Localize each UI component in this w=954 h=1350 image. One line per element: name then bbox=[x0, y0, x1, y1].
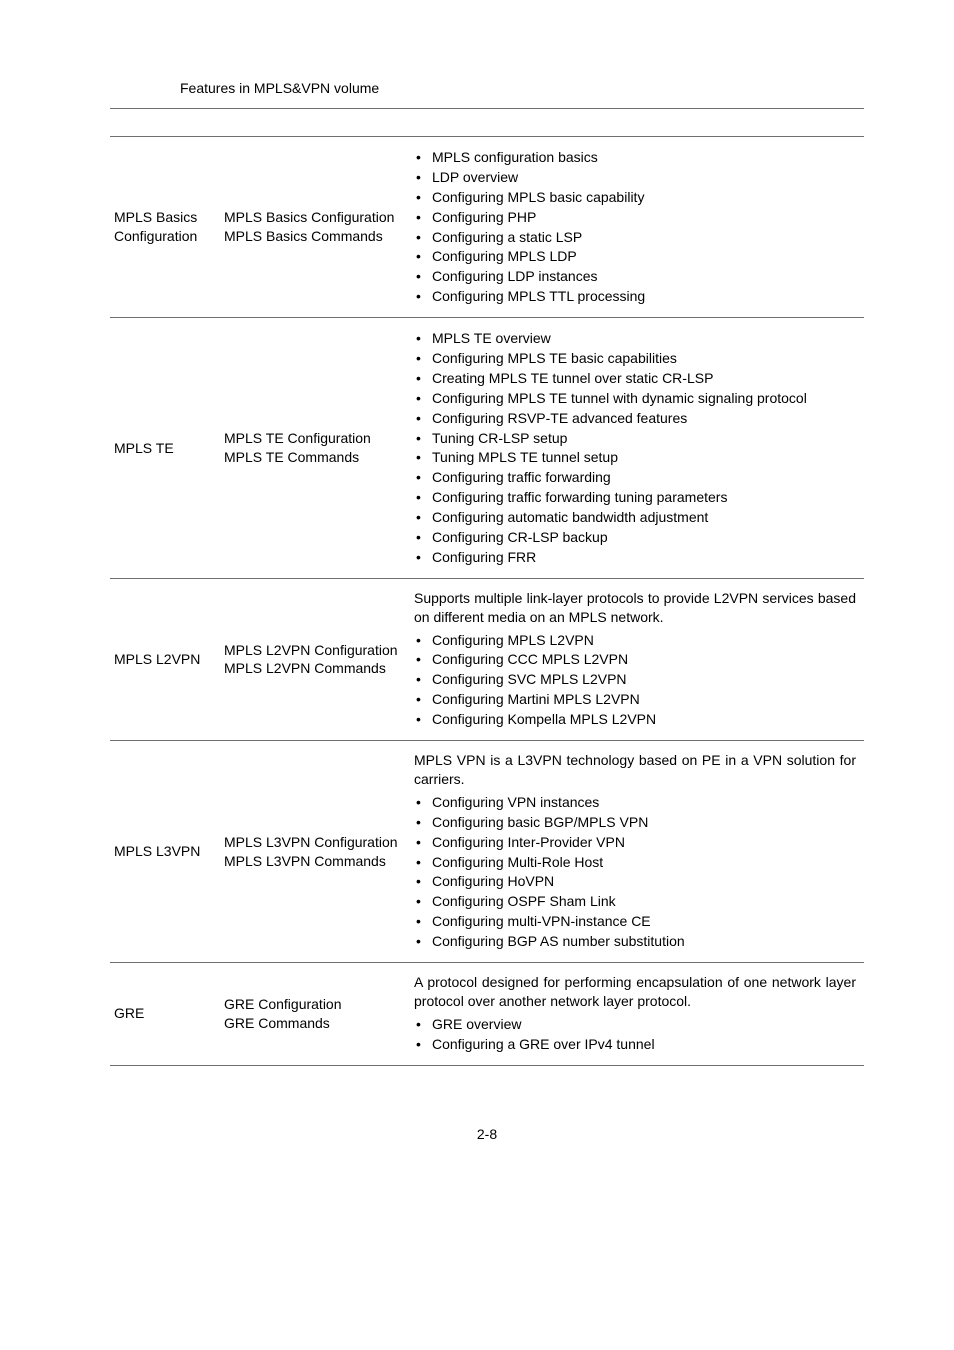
bullet-item: Configuring FRR bbox=[432, 548, 856, 567]
feature-name-cell: MPLS Basics Configuration bbox=[110, 137, 220, 318]
header-cell-1 bbox=[110, 109, 220, 137]
manuals-cell: MPLS L2VPN ConfigurationMPLS L2VPN Comma… bbox=[220, 578, 410, 740]
bullet-item: Configuring VPN instances bbox=[432, 793, 856, 812]
bullet-item: Tuning MPLS TE tunnel setup bbox=[432, 448, 856, 467]
bullet-item: Configuring traffic forwarding tuning pa… bbox=[432, 488, 856, 507]
bullet-item: MPLS TE overview bbox=[432, 329, 856, 348]
bullet-item: Configuring traffic forwarding bbox=[432, 468, 856, 487]
features-table: MPLS Basics ConfigurationMPLS Basics Con… bbox=[110, 108, 864, 1066]
bullet-item: Configuring Inter-Provider VPN bbox=[432, 833, 856, 852]
bullet-item: LDP overview bbox=[432, 168, 856, 187]
bullet-list: MPLS configuration basicsLDP overviewCon… bbox=[414, 148, 856, 306]
feature-name-cell: MPLS TE bbox=[110, 318, 220, 579]
manual-title: GRE Configuration bbox=[224, 995, 402, 1014]
bullet-item: Configuring CR-LSP backup bbox=[432, 528, 856, 547]
bullet-list: Configuring MPLS L2VPNConfiguring CCC MP… bbox=[414, 631, 856, 729]
manual-title: MPLS TE Commands bbox=[224, 448, 402, 467]
manual-title: MPLS L3VPN Commands bbox=[224, 852, 402, 871]
manuals-cell: MPLS TE ConfigurationMPLS TE Commands bbox=[220, 318, 410, 579]
bullet-item: Configuring a static LSP bbox=[432, 228, 856, 247]
description-cell: MPLS TE overviewConfiguring MPLS TE basi… bbox=[410, 318, 864, 579]
feature-name-cell: MPLS L2VPN bbox=[110, 578, 220, 740]
bullet-item: Configuring Kompella MPLS L2VPN bbox=[432, 710, 856, 729]
page-number: 2-8 bbox=[110, 1126, 864, 1142]
description-intro: MPLS VPN is a L3VPN technology based on … bbox=[414, 751, 856, 789]
table-header-row bbox=[110, 109, 864, 137]
description-intro: Supports multiple link-layer protocols t… bbox=[414, 589, 856, 627]
bullet-item: Configuring OSPF Sham Link bbox=[432, 892, 856, 911]
manual-title: MPLS L3VPN Configuration bbox=[224, 833, 402, 852]
bullet-item: Configuring multi-VPN-instance CE bbox=[432, 912, 856, 931]
table-row: MPLS L2VPNMPLS L2VPN ConfigurationMPLS L… bbox=[110, 578, 864, 740]
bullet-item: Configuring a GRE over IPv4 tunnel bbox=[432, 1035, 856, 1054]
bullet-item: Configuring basic BGP/MPLS VPN bbox=[432, 813, 856, 832]
description-cell: A protocol designed for performing encap… bbox=[410, 962, 864, 1065]
manual-title: MPLS TE Configuration bbox=[224, 429, 402, 448]
bullet-item: Configuring BGP AS number substitution bbox=[432, 932, 856, 951]
table-row: MPLS TEMPLS TE ConfigurationMPLS TE Comm… bbox=[110, 318, 864, 579]
description-intro: A protocol designed for performing encap… bbox=[414, 973, 856, 1011]
bullet-item: Configuring HoVPN bbox=[432, 872, 856, 891]
manual-title: MPLS L2VPN Configuration bbox=[224, 641, 402, 660]
table-row: MPLS Basics ConfigurationMPLS Basics Con… bbox=[110, 137, 864, 318]
feature-name-cell: GRE bbox=[110, 962, 220, 1065]
bullet-item: MPLS configuration basics bbox=[432, 148, 856, 167]
bullet-item: Configuring Martini MPLS L2VPN bbox=[432, 690, 856, 709]
description-cell: Supports multiple link-layer protocols t… bbox=[410, 578, 864, 740]
table-row: GREGRE ConfigurationGRE CommandsA protoc… bbox=[110, 962, 864, 1065]
bullet-item: Configuring MPLS TE tunnel with dynamic … bbox=[432, 389, 856, 408]
bullet-item: GRE overview bbox=[432, 1015, 856, 1034]
manuals-cell: GRE ConfigurationGRE Commands bbox=[220, 962, 410, 1065]
bullet-item: Configuring MPLS TE basic capabilities bbox=[432, 349, 856, 368]
bullet-list: MPLS TE overviewConfiguring MPLS TE basi… bbox=[414, 329, 856, 567]
description-cell: MPLS configuration basicsLDP overviewCon… bbox=[410, 137, 864, 318]
bullet-item: Configuring automatic bandwidth adjustme… bbox=[432, 508, 856, 527]
bullet-item: Creating MPLS TE tunnel over static CR-L… bbox=[432, 369, 856, 388]
manuals-cell: MPLS Basics ConfigurationMPLS Basics Com… bbox=[220, 137, 410, 318]
manual-title: MPLS Basics Commands bbox=[224, 227, 402, 246]
manual-title: MPLS L2VPN Commands bbox=[224, 659, 402, 678]
header-cell-2 bbox=[220, 109, 410, 137]
header-cell-3 bbox=[410, 109, 864, 137]
bullet-item: Configuring PHP bbox=[432, 208, 856, 227]
bullet-list: Configuring VPN instancesConfiguring bas… bbox=[414, 793, 856, 951]
bullet-item: Configuring MPLS basic capability bbox=[432, 188, 856, 207]
manual-title: GRE Commands bbox=[224, 1014, 402, 1033]
manual-title: MPLS Basics Configuration bbox=[224, 208, 402, 227]
bullet-item: Configuring SVC MPLS L2VPN bbox=[432, 670, 856, 689]
bullet-item: Configuring MPLS L2VPN bbox=[432, 631, 856, 650]
bullet-item: Tuning CR-LSP setup bbox=[432, 429, 856, 448]
bullet-item: Configuring MPLS LDP bbox=[432, 247, 856, 266]
bullet-item: Configuring CCC MPLS L2VPN bbox=[432, 650, 856, 669]
bullet-item: Configuring RSVP-TE advanced features bbox=[432, 409, 856, 428]
bullet-list: GRE overviewConfiguring a GRE over IPv4 … bbox=[414, 1015, 856, 1054]
bullet-item: Configuring MPLS TTL processing bbox=[432, 287, 856, 306]
bullet-item: Configuring Multi-Role Host bbox=[432, 853, 856, 872]
manuals-cell: MPLS L3VPN ConfigurationMPLS L3VPN Comma… bbox=[220, 741, 410, 963]
description-cell: MPLS VPN is a L3VPN technology based on … bbox=[410, 741, 864, 963]
table-row: MPLS L3VPNMPLS L3VPN ConfigurationMPLS L… bbox=[110, 741, 864, 963]
bullet-item: Configuring LDP instances bbox=[432, 267, 856, 286]
table-caption: Features in MPLS&VPN volume bbox=[180, 80, 864, 96]
feature-name-cell: MPLS L3VPN bbox=[110, 741, 220, 963]
